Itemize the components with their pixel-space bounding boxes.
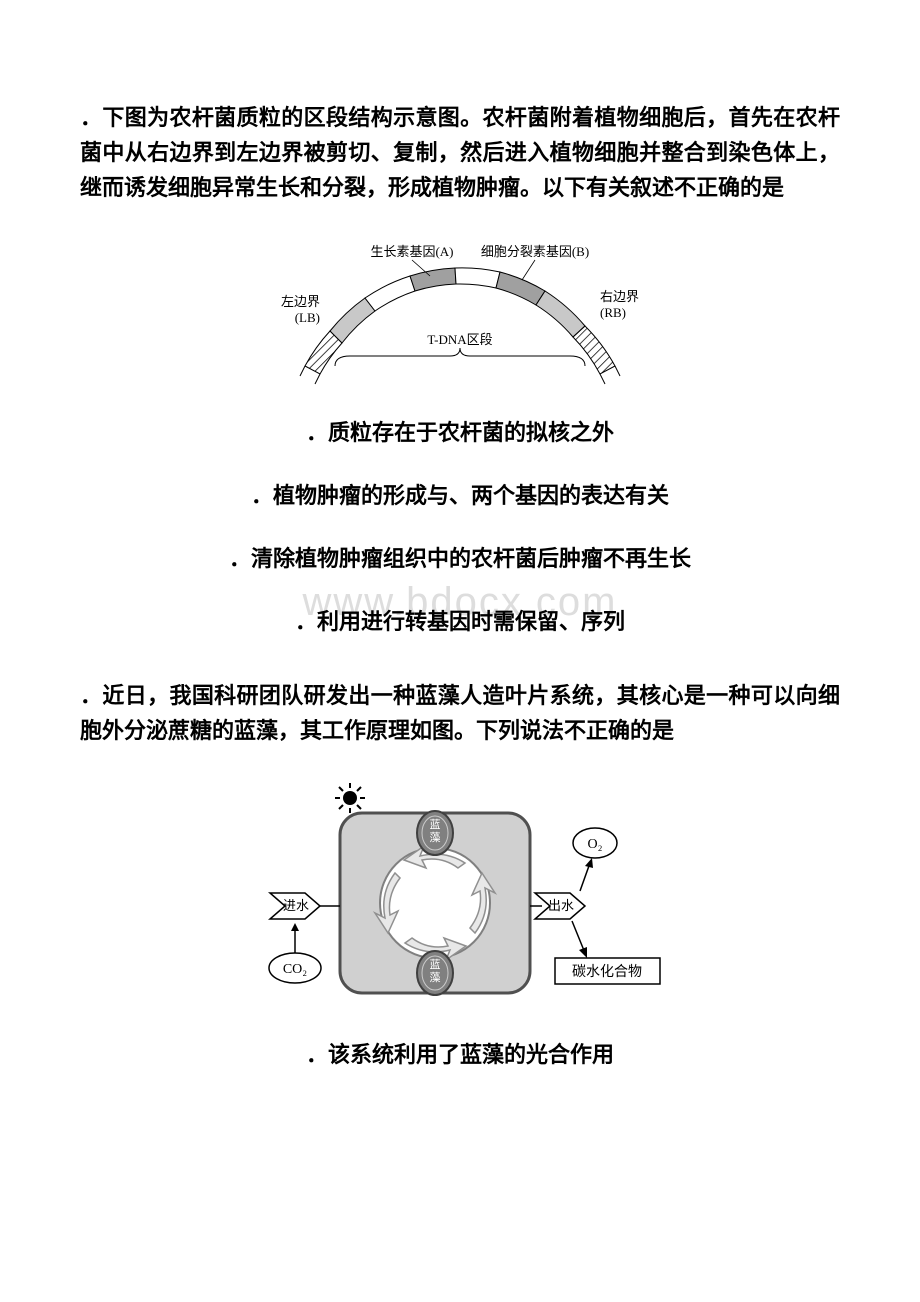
gene-b-segment <box>496 272 545 305</box>
rb-label-2: (RB) <box>600 305 626 320</box>
end-line-left-outer <box>300 366 305 376</box>
co2-arrow-head <box>291 923 299 931</box>
water-out-label: 出水 <box>548 898 574 913</box>
q2-option-a: ．该系统利用了蓝藻的光合作用 <box>80 1038 840 1071</box>
seg-gray-1 <box>330 298 375 343</box>
end-line-right-outer <box>615 366 620 376</box>
q1-option-d: ．利用进行转基因时需保留、序列 <box>80 605 840 638</box>
end-line-left-inner <box>315 374 320 384</box>
gene-b-label: 细胞分裂素基因(B) <box>481 244 589 259</box>
q1-stem: ．下图为农杆菌质粒的区段结构示意图。农杆菌附着植物细胞后，首先在农杆菌中从右边界… <box>80 100 840 206</box>
seg-white-2 <box>455 267 500 287</box>
algae-top-label-2: 藻 <box>430 831 441 844</box>
tdna-bracket <box>335 348 585 366</box>
q1-option-b: ．植物肿瘤的形成与、两个基因的表达有关 <box>80 479 840 512</box>
q2-stem: ．近日，我国科研团队研发出一种蓝藻人造叶片系统，其核心是一种可以向细胞外分泌蔗糖… <box>80 678 840 748</box>
lb-label-2: (LB) <box>295 310 320 325</box>
co2-label: CO₂ <box>283 962 307 977</box>
o2-arrow-head <box>585 858 593 868</box>
q1-option-c: ．清除植物肿瘤组织中的农杆菌后肿瘤不再生长 <box>80 542 840 575</box>
carb-label: 碳水化合物 <box>572 964 642 980</box>
seg-white-1 <box>365 276 415 311</box>
plasmid-arc-svg: 生长素基因(A) 细胞分裂素基因(B) <box>280 236 640 386</box>
lb-label-1: 左边界 <box>281 294 320 309</box>
algae-bottom-label-1: 蓝 <box>430 958 441 971</box>
gene-a-segment <box>410 268 456 291</box>
q1-option-a: ．质粒存在于农杆菌的拟核之外 <box>80 416 840 449</box>
water-in-label: 进水 <box>283 898 309 913</box>
carb-arrow-head <box>579 947 587 958</box>
gene-a-label: 生长素基因(A) <box>370 244 453 259</box>
page-content: ．下图为农杆菌质粒的区段结构示意图。农杆菌附着植物细胞后，首先在农杆菌中从右边界… <box>80 100 840 1071</box>
algae-top-label-1: 蓝 <box>430 818 441 831</box>
sun-icon <box>335 783 365 813</box>
q2-diagram: 蓝 藻 蓝 藻 进水 CO₂ 出水 <box>80 778 840 1008</box>
q1-diagram: 生长素基因(A) 细胞分裂素基因(B) <box>80 236 840 386</box>
algae-system-svg: 蓝 藻 蓝 藻 进水 CO₂ 出水 <box>250 778 670 1008</box>
center-circle <box>380 848 490 958</box>
q2-block: ．近日，我国科研团队研发出一种蓝藻人造叶片系统，其核心是一种可以向细胞外分泌蔗糖… <box>80 678 840 1071</box>
algae-bottom-label-2: 藻 <box>430 971 441 984</box>
tdna-label: T-DNA区段 <box>427 332 492 347</box>
seg-gray-2 <box>536 291 585 337</box>
o2-label: O₂ <box>588 837 603 852</box>
rb-label-1: 右边界 <box>600 289 639 304</box>
carb-arrow-line <box>572 921 585 953</box>
leader-b <box>522 260 535 280</box>
end-line-right-inner <box>600 374 605 384</box>
o2-arrow-line <box>580 863 590 891</box>
rb-segment <box>573 326 615 374</box>
